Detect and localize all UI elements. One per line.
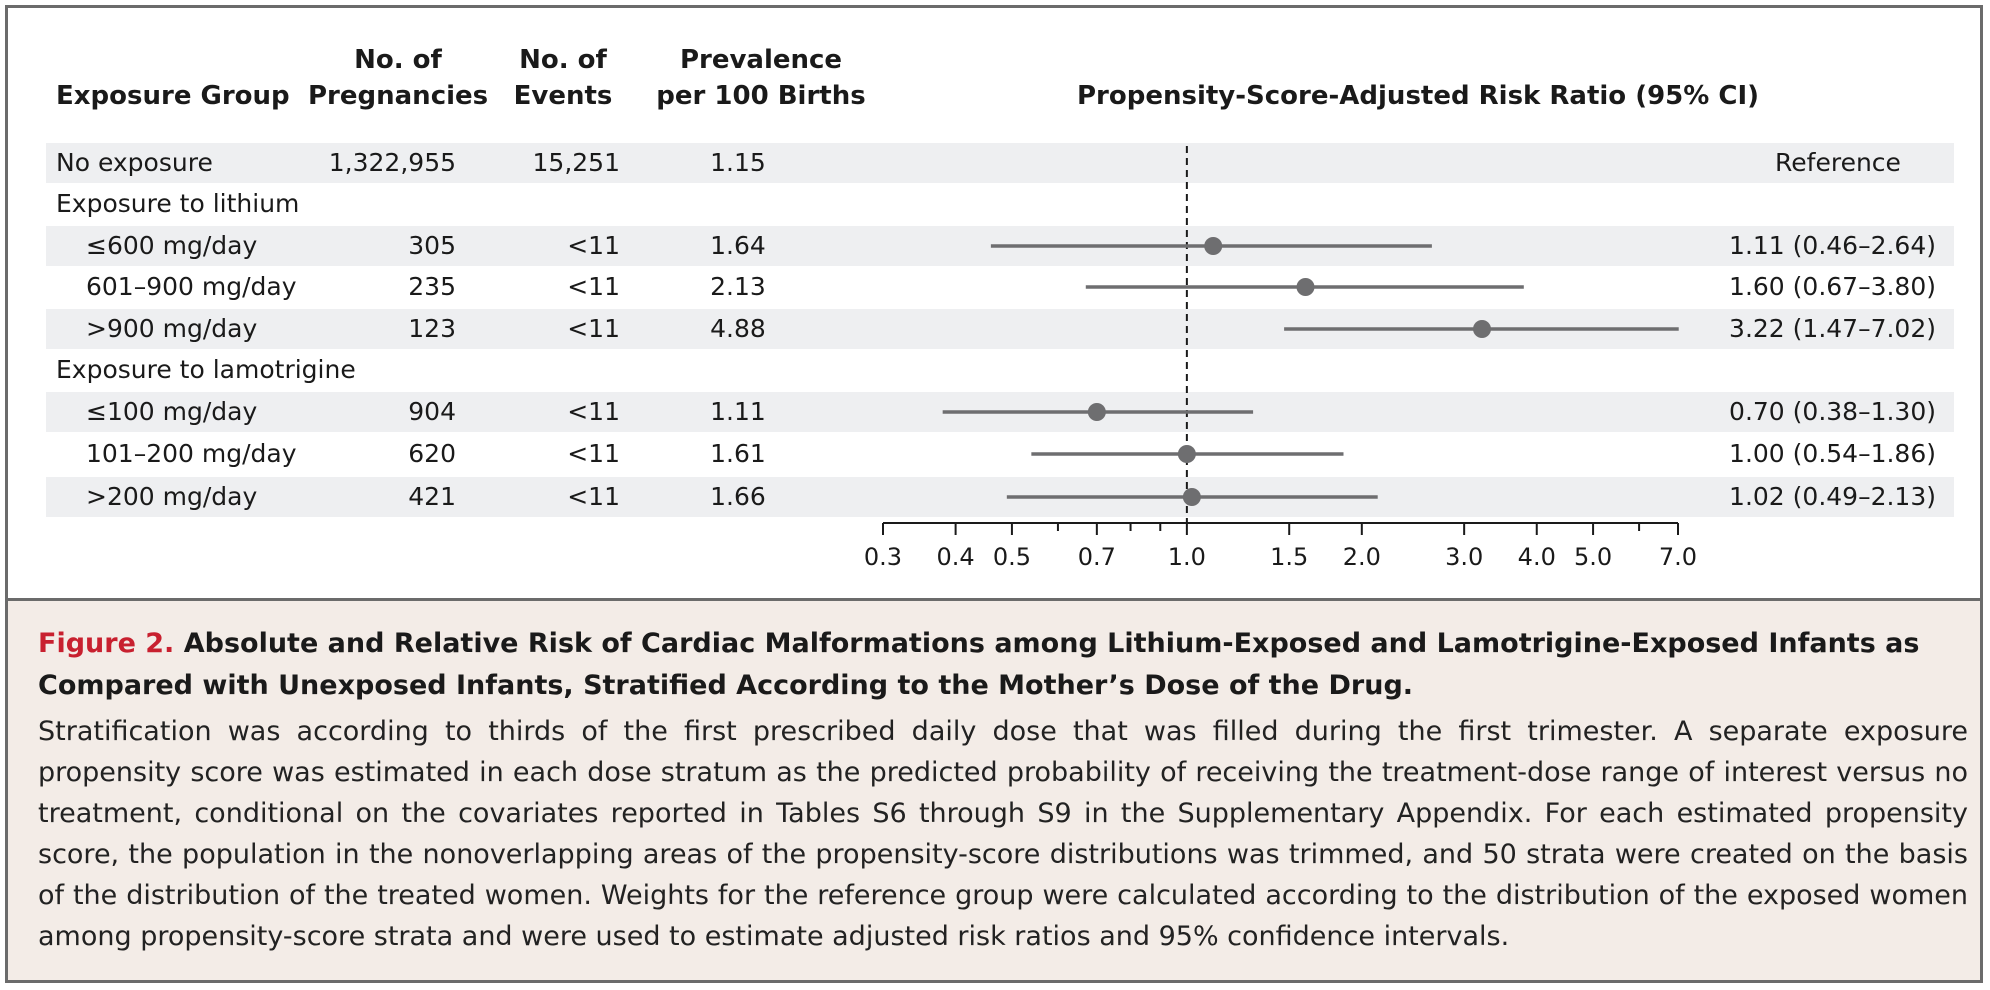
estimate-point bbox=[1182, 488, 1201, 506]
caption-title: Figure 2. Absolute and Relative Risk of … bbox=[38, 623, 1968, 707]
row-reference: Reference bbox=[1775, 148, 1901, 177]
row-events: <11 bbox=[567, 482, 620, 511]
x-tick-label: 1.0 bbox=[1168, 543, 1206, 571]
estimate-point bbox=[1087, 403, 1106, 421]
row-events: <11 bbox=[567, 439, 620, 468]
header-prevalence-line2: per 100 Births bbox=[656, 81, 866, 111]
header-events-line1: No. of bbox=[519, 45, 607, 75]
figure-label: Figure 2. bbox=[38, 628, 175, 659]
row-label: >900 mg/day bbox=[86, 314, 258, 343]
header-prevalence: Prevalence per 100 Births bbox=[656, 42, 866, 114]
x-tick-label: 3.0 bbox=[1445, 543, 1483, 571]
x-tick-label: 7.0 bbox=[1659, 543, 1697, 571]
x-tick-label: 0.3 bbox=[864, 543, 902, 571]
row-pregnancies: 123 bbox=[408, 314, 456, 343]
row-label: 601–900 mg/day bbox=[86, 272, 297, 301]
x-tick-label: 4.0 bbox=[1518, 543, 1556, 571]
header-exposure-group: Exposure Group bbox=[56, 81, 290, 111]
row-pregnancies: 620 bbox=[408, 439, 456, 468]
header-risk-ratio: Propensity-Score-Adjusted Risk Ratio (95… bbox=[1076, 81, 1760, 111]
header-prevalence-line1: Prevalence bbox=[679, 45, 843, 75]
row-ci-text: 3.22 (1.47–7.02) bbox=[1729, 314, 1936, 343]
estimate-point bbox=[1473, 320, 1492, 338]
row-ci-text: 1.11 (0.46–2.64) bbox=[1729, 231, 1936, 260]
row-prevalence: 1.61 bbox=[710, 439, 766, 468]
figure-frame: Exposure Group No. of Pregnancies No. of… bbox=[5, 5, 1983, 983]
x-tick-label: 0.7 bbox=[1078, 543, 1116, 571]
row-prevalence: 1.64 bbox=[710, 231, 766, 260]
row-band bbox=[46, 143, 1954, 183]
row-ci-text: 0.70 (0.38–1.30) bbox=[1729, 397, 1936, 426]
row-prevalence: 4.88 bbox=[710, 314, 766, 343]
header-pregnancies-line2: Pregnancies bbox=[308, 81, 489, 111]
x-tick-label: 2.0 bbox=[1343, 543, 1381, 571]
row-pregnancies: 235 bbox=[408, 272, 456, 301]
row-label: No exposure bbox=[56, 148, 213, 177]
header-events-line2: Events bbox=[513, 81, 613, 111]
row-events: <11 bbox=[567, 272, 620, 301]
row-pregnancies: 1,322,955 bbox=[328, 148, 456, 177]
row-ci-text: 1.00 (0.54–1.86) bbox=[1729, 439, 1936, 468]
group-heading-lithium: Exposure to lithium bbox=[56, 189, 300, 218]
row-events: <11 bbox=[567, 314, 620, 343]
row-label: >200 mg/day bbox=[86, 482, 258, 511]
figure-caption: Figure 2. Absolute and Relative Risk of … bbox=[8, 601, 1980, 980]
forest-plot-panel: Exposure Group No. of Pregnancies No. of… bbox=[8, 8, 1980, 601]
row-prevalence: 1.11 bbox=[710, 397, 766, 426]
caption-title-text: Absolute and Relative Risk of Cardiac Ma… bbox=[38, 628, 1920, 701]
group-heading-lamotrigine: Exposure to lamotrigine bbox=[56, 355, 356, 384]
header-events: No. of Events bbox=[508, 42, 618, 114]
x-tick-label: 0.5 bbox=[993, 543, 1031, 571]
header-pregnancies: No. of Pregnancies bbox=[308, 42, 488, 114]
row-label: ≤600 mg/day bbox=[86, 231, 258, 260]
row-prevalence: 2.13 bbox=[710, 272, 766, 301]
row-ci-text: 1.02 (0.49–2.13) bbox=[1729, 482, 1936, 511]
row-pregnancies: 904 bbox=[408, 397, 456, 426]
row-pregnancies: 305 bbox=[408, 231, 456, 260]
caption-body: Stratification was according to thirds o… bbox=[38, 716, 1968, 952]
row-label: ≤100 mg/day bbox=[86, 397, 258, 426]
estimate-point bbox=[1177, 445, 1196, 463]
row-events: 15,251 bbox=[532, 148, 620, 177]
header-pregnancies-line1: No. of bbox=[354, 45, 442, 75]
estimate-point bbox=[1204, 237, 1223, 255]
row-band bbox=[46, 477, 1954, 517]
estimate-point bbox=[1296, 278, 1315, 296]
row-pregnancies: 421 bbox=[408, 482, 456, 511]
row-events: <11 bbox=[567, 397, 620, 426]
x-tick-label: 5.0 bbox=[1574, 543, 1612, 571]
row-prevalence: 1.15 bbox=[710, 148, 766, 177]
row-events: <11 bbox=[567, 231, 620, 260]
x-tick-label: 1.5 bbox=[1270, 543, 1308, 571]
x-tick-label: 0.4 bbox=[937, 543, 975, 571]
row-prevalence: 1.66 bbox=[710, 482, 766, 511]
forest-plot: 0.3 0.4 0.5 0.7 1.0 1.5 2.0 3.0 4.0 5.0 7.0 bbox=[864, 146, 1697, 571]
row-ci-text: 1.60 (0.67–3.80) bbox=[1729, 272, 1936, 301]
row-label: 101–200 mg/day bbox=[86, 439, 297, 468]
